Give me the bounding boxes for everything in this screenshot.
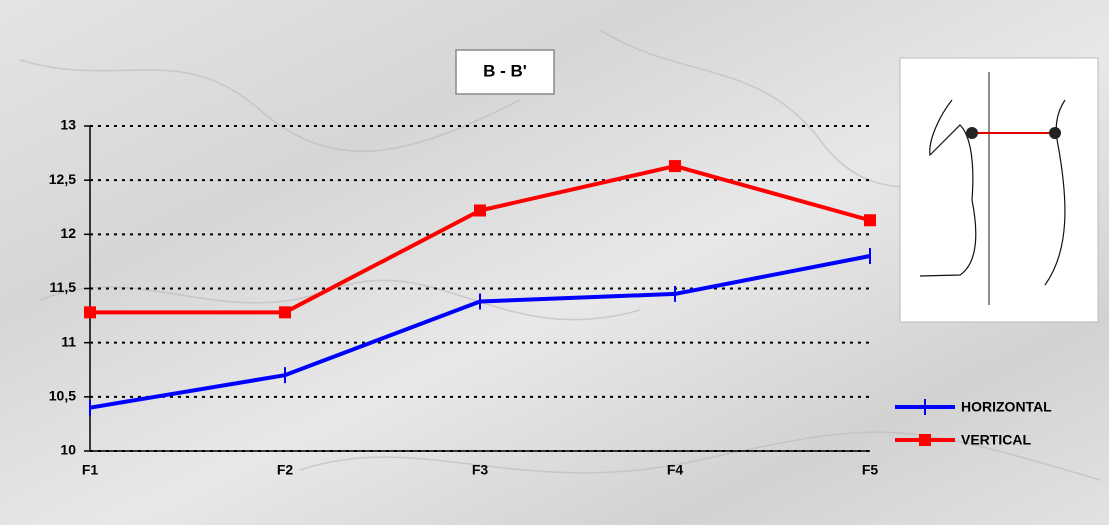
chart-title: B - B' (483, 61, 527, 80)
y-tick-label: 11,5 (50, 279, 77, 295)
chart: B - B' 10 10,5 11 11,5 12 12,5 13 F1 F2 F3 F4 F5 HOR… (0, 0, 1109, 525)
marker (864, 214, 876, 226)
y-tick-label: 10 (60, 442, 76, 458)
inset-diagram (900, 58, 1098, 322)
inset-point (966, 127, 978, 139)
x-tick-label: F4 (667, 462, 684, 478)
legend-label: HORIZONTAL (961, 399, 1052, 415)
y-tick-label: 10,5 (49, 388, 76, 404)
marker (669, 160, 681, 172)
y-tick-label: 13 (60, 117, 76, 133)
marker (474, 205, 486, 217)
y-tick-label: 12 (60, 225, 76, 241)
y-tick-label: 12,5 (49, 171, 76, 187)
x-tick-label: F5 (862, 462, 879, 478)
inset-box (900, 58, 1098, 322)
x-tick-label: F1 (82, 462, 99, 478)
x-tick-label: F2 (277, 462, 294, 478)
inset-point (1049, 127, 1061, 139)
marker (279, 306, 291, 318)
marker (84, 306, 96, 318)
y-tick-label: 11 (61, 333, 76, 349)
legend-marker (919, 434, 931, 446)
legend-label: VERTICAL (961, 432, 1031, 448)
x-tick-label: F3 (472, 462, 489, 478)
